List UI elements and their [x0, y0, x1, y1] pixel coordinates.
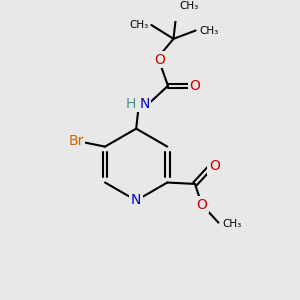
- Text: O: O: [189, 79, 200, 93]
- Text: N: N: [131, 194, 141, 208]
- Text: O: O: [209, 159, 220, 173]
- Text: O: O: [154, 52, 165, 67]
- Text: CH₃: CH₃: [199, 26, 218, 35]
- Text: O: O: [196, 198, 207, 212]
- Text: Br: Br: [68, 134, 84, 148]
- Text: CH₃: CH₃: [223, 219, 242, 229]
- Text: H: H: [126, 97, 136, 111]
- Text: N: N: [139, 97, 150, 111]
- Text: CH₃: CH₃: [179, 1, 198, 11]
- Text: CH₃: CH₃: [129, 20, 148, 30]
